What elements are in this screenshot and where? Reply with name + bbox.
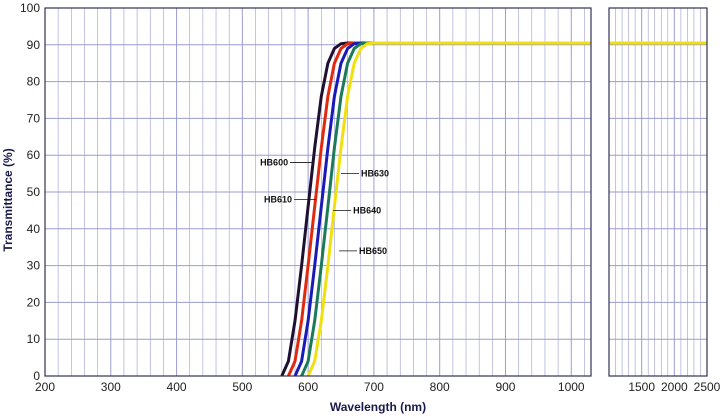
series-annotations: HB600 HB610 HB630 HB640 HB650 [260, 158, 389, 256]
y-tick-label: 10 [27, 332, 41, 346]
y-tick-label: 30 [27, 259, 41, 273]
series-lines [280, 41, 707, 377]
x-tick-label: 800 [430, 380, 450, 394]
plot-frame-main [44, 7, 592, 377]
y-tick-label: 80 [27, 75, 41, 89]
plot-frame [44, 7, 708, 377]
grid [45, 8, 707, 376]
x-tick-label: 900 [495, 380, 515, 394]
y-tick-label: 100 [20, 1, 40, 15]
annotation-label-hb640: HB640 [353, 205, 381, 215]
x-tick-label: 300 [101, 380, 121, 394]
annotation-label-hb630: HB630 [361, 169, 389, 179]
series-line-hb650 [306, 41, 591, 377]
x-tick-label: 700 [364, 380, 384, 394]
x-tick-label: 500 [232, 380, 252, 394]
x-tick-label: 2500 [694, 380, 721, 394]
y-tick-label: 20 [27, 295, 41, 309]
annotation-label-hb610: HB610 [264, 194, 292, 204]
tick-labels: 0 10 20 30 40 50 60 70 80 90 100 200 300 400 500 600 700… [20, 1, 721, 394]
y-tick-label: 40 [27, 222, 41, 236]
x-tick-label: 400 [167, 380, 187, 394]
y-axis-label: Transmittance (%) [1, 148, 15, 251]
annotation-label-hb600: HB600 [260, 158, 288, 168]
x-tick-label: 200 [35, 380, 55, 394]
x-tick-label: 600 [298, 380, 318, 394]
y-tick-label: 90 [27, 38, 41, 52]
series-line-hb630 [293, 41, 591, 377]
plot-frame-extended [608, 7, 708, 377]
y-tick-label: 60 [27, 148, 41, 162]
y-tick-label: 50 [27, 185, 41, 199]
x-tick-label: 2000 [661, 380, 688, 394]
x-tick-label: 1000 [558, 380, 585, 394]
annotation-label-hb650: HB650 [359, 246, 387, 256]
x-tick-label: 1500 [628, 380, 655, 394]
x-axis-label: Wavelength (nm) [330, 400, 426, 414]
y-tick-label: 0 [33, 369, 40, 383]
y-tick-label: 70 [27, 111, 41, 125]
series-line-hb640 [300, 41, 591, 377]
